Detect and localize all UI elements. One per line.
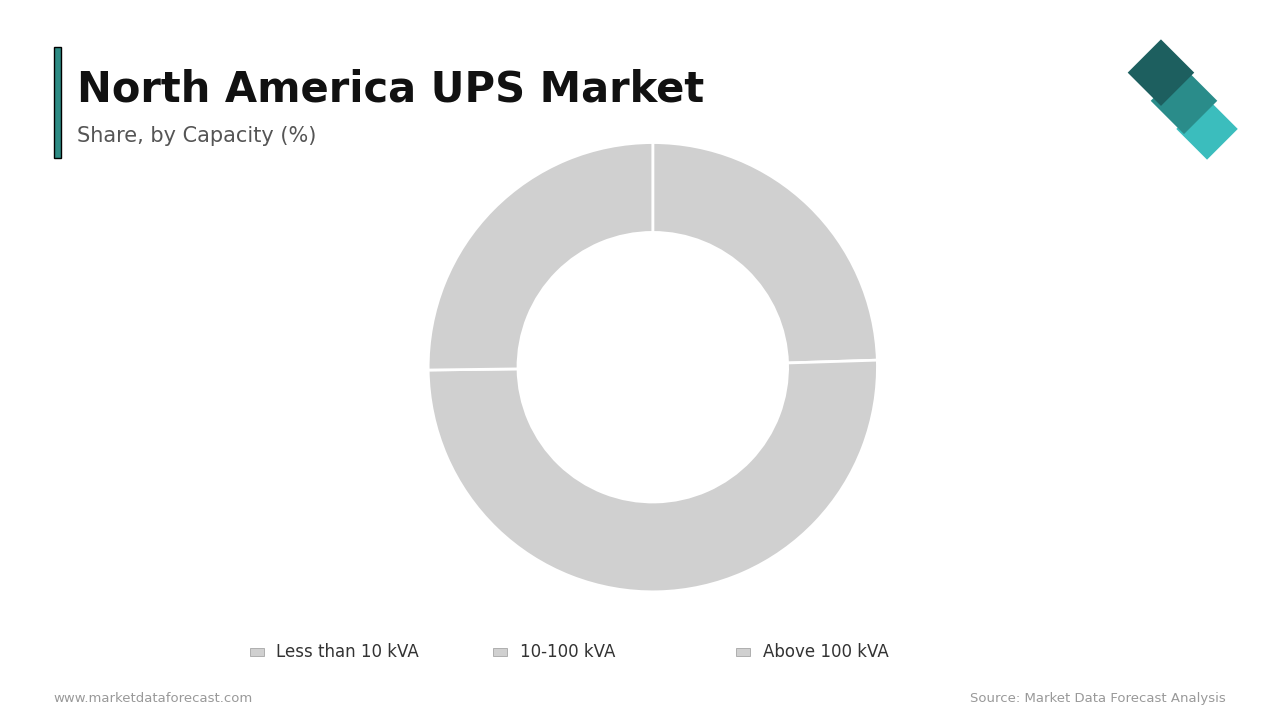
- FancyBboxPatch shape: [54, 47, 61, 158]
- Text: Source: Market Data Forecast Analysis: Source: Market Data Forecast Analysis: [970, 692, 1226, 705]
- Text: www.marketdataforecast.com: www.marketdataforecast.com: [54, 692, 253, 705]
- Bar: [493, 648, 507, 655]
- Bar: [250, 648, 264, 655]
- Text: North America UPS Market: North America UPS Market: [77, 68, 704, 110]
- Polygon shape: [1128, 40, 1194, 106]
- Text: 10-100 kVA: 10-100 kVA: [520, 642, 616, 661]
- Polygon shape: [1176, 98, 1238, 160]
- Bar: [736, 648, 750, 655]
- Wedge shape: [429, 360, 877, 592]
- Polygon shape: [1151, 68, 1217, 134]
- Wedge shape: [653, 143, 877, 363]
- Text: Less than 10 kVA: Less than 10 kVA: [276, 642, 420, 661]
- Text: Share, by Capacity (%): Share, by Capacity (%): [77, 126, 316, 146]
- Wedge shape: [429, 143, 653, 370]
- Text: Above 100 kVA: Above 100 kVA: [763, 642, 888, 661]
